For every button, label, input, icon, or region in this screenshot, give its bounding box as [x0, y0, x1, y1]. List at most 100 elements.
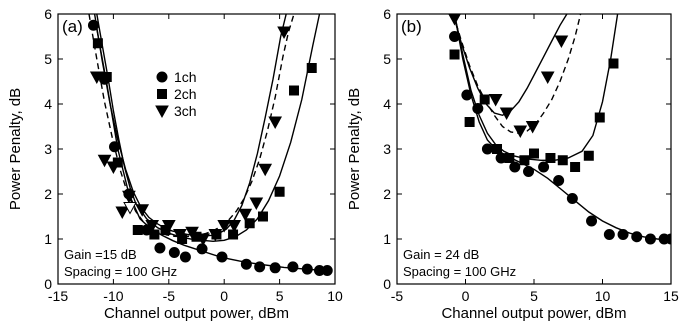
y-tick-label: 6 — [383, 6, 391, 22]
data-point-1ch — [301, 263, 313, 275]
y-tick-label: 2 — [383, 186, 391, 202]
legend-marker-2ch — [157, 89, 167, 99]
dashed-curve-3ch — [452, 14, 582, 135]
x-tick-label: 5 — [276, 288, 284, 304]
data-point-2ch — [545, 153, 556, 163]
data-point-2ch — [594, 112, 605, 123]
y-tick-label: 1 — [383, 231, 391, 247]
x-tick-label: -5 — [163, 288, 176, 304]
data-point-1ch — [269, 262, 281, 274]
data-point-2ch — [274, 186, 285, 197]
data-point-2ch — [464, 117, 475, 127]
data-point-1ch — [461, 89, 473, 101]
data-point-2ch — [244, 218, 255, 229]
y-tick-label: 4 — [44, 96, 52, 112]
fit-curve-2ch — [453, 14, 619, 161]
y-tick-label: 5 — [383, 51, 391, 67]
x-tick-label: 5 — [530, 288, 538, 304]
series-1ch — [87, 19, 333, 276]
x-tick-label: 0 — [220, 288, 228, 304]
data-point-1ch — [240, 258, 252, 270]
x-tick-label: 10 — [595, 288, 611, 304]
open-data-point-3ch — [123, 202, 137, 215]
legend-marker-1ch — [156, 71, 168, 83]
series-3ch — [88, 14, 295, 247]
x-tick-label: 15 — [663, 288, 679, 304]
data-point-3ch — [268, 116, 283, 130]
data-point-3ch — [161, 220, 176, 233]
data-point-3ch — [499, 107, 514, 121]
fit-curve-2ch — [96, 14, 321, 243]
x-tick-label: 0 — [462, 288, 470, 304]
x-tick-label: -5 — [391, 288, 404, 304]
data-point-3ch — [249, 197, 264, 211]
data-point-1ch — [168, 247, 180, 258]
data-point-2ch — [529, 148, 539, 159]
data-point-1ch — [538, 161, 550, 173]
series-3ch — [448, 14, 582, 139]
x-axis-label: Channel output power, dBm — [441, 305, 626, 322]
y-tick-label: 5 — [44, 51, 52, 67]
x-tick-label: -10 — [103, 288, 123, 304]
data-point-1ch — [523, 166, 535, 177]
annotation-line: Gain =15 dB — [64, 247, 137, 262]
legend-label: 1ch — [174, 69, 197, 85]
data-point-1ch — [586, 215, 598, 227]
data-point-1ch — [644, 233, 656, 245]
data-point-2ch — [504, 153, 515, 163]
data-point-2ch — [289, 85, 300, 96]
y-axis-label: Power Penalty, dB — [7, 88, 24, 210]
annotation-line: Gain = 24 dB — [403, 247, 479, 262]
annotation-line: Spacing = 100 GHz — [403, 264, 516, 279]
data-point-1ch — [665, 233, 671, 245]
y-axis-label: Power Penalty, dB — [346, 88, 363, 210]
series-1ch — [449, 14, 671, 245]
data-point-3ch — [97, 154, 112, 168]
y-tick-label: 0 — [383, 276, 391, 292]
data-point-3ch — [488, 94, 503, 107]
x-tick-label: -15 — [48, 288, 68, 304]
data-point-2ch — [228, 229, 239, 240]
data-point-3ch — [513, 125, 528, 139]
data-point-1ch — [617, 229, 629, 240]
data-point-3ch — [185, 226, 199, 240]
data-point-2ch — [519, 155, 530, 166]
fit-curve-1ch — [453, 14, 671, 241]
data-point-2ch — [101, 72, 112, 82]
y-tick-label: 6 — [44, 6, 52, 22]
data-point-3ch — [448, 14, 461, 26]
data-point-3ch — [238, 208, 253, 222]
data-point-3ch — [277, 26, 291, 40]
data-point-1ch — [481, 143, 493, 155]
y-tick-label: 0 — [44, 276, 52, 292]
y-tick-label: 3 — [44, 141, 52, 157]
data-point-1ch — [631, 231, 643, 243]
legend-label: 3ch — [174, 103, 197, 119]
data-point-2ch — [132, 225, 143, 235]
data-point-1ch — [216, 251, 228, 263]
panel-label: (b) — [401, 17, 422, 36]
data-point-3ch — [208, 229, 223, 242]
data-point-1ch — [553, 175, 565, 186]
data-point-3ch — [196, 233, 210, 247]
data-point-1ch — [196, 243, 208, 255]
data-point-3ch — [145, 220, 160, 233]
data-point-1ch — [254, 261, 266, 273]
data-point-2ch — [92, 38, 103, 49]
data-point-2ch — [449, 49, 460, 60]
y-tick-label: 2 — [44, 186, 52, 202]
data-point-1ch — [321, 265, 333, 276]
data-point-2ch — [570, 162, 581, 172]
panel-a: -15 -10 -5 0 5 10 0 1 2 3 4 5 6 Channel output power,… — [7, 6, 343, 322]
y-tick-label: 3 — [383, 141, 391, 157]
data-point-1ch — [603, 229, 615, 240]
data-point-2ch — [583, 150, 594, 161]
data-point-3ch — [540, 71, 555, 85]
plot-area — [448, 14, 671, 245]
data-point-1ch — [472, 103, 484, 114]
series-2ch — [449, 14, 619, 172]
